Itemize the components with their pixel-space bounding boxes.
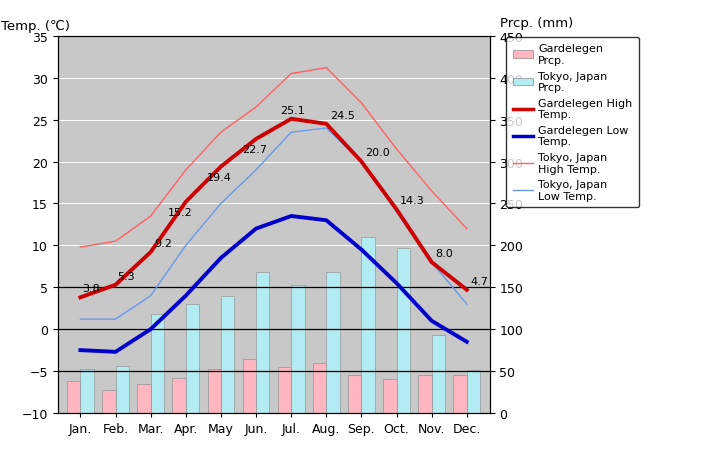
Bar <box>256 273 269 413</box>
Text: 15.2: 15.2 <box>168 207 193 218</box>
Bar <box>115 366 129 413</box>
Bar <box>467 370 480 413</box>
Bar <box>313 363 326 413</box>
Text: 14.3: 14.3 <box>400 196 425 206</box>
Text: 20.0: 20.0 <box>365 148 390 158</box>
Bar <box>173 378 186 413</box>
Bar <box>67 381 81 413</box>
Bar <box>361 237 374 413</box>
Bar <box>102 390 115 413</box>
Bar <box>454 375 467 413</box>
Bar <box>207 369 221 413</box>
Text: 24.5: 24.5 <box>330 110 355 120</box>
Bar <box>81 369 94 413</box>
Text: 4.7: 4.7 <box>470 276 488 286</box>
Text: 22.7: 22.7 <box>242 145 267 155</box>
Bar <box>326 273 340 413</box>
Bar <box>243 359 256 413</box>
Bar <box>186 304 199 413</box>
Bar <box>418 375 432 413</box>
Bar <box>432 336 445 413</box>
Bar <box>150 314 164 413</box>
Bar <box>278 367 291 413</box>
Text: Temp. (℃): Temp. (℃) <box>1 20 71 33</box>
Bar <box>221 296 234 413</box>
Bar <box>383 380 397 413</box>
Text: Prcp. (mm): Prcp. (mm) <box>500 17 574 30</box>
Text: 3.8: 3.8 <box>82 284 100 293</box>
Text: 5.3: 5.3 <box>117 271 135 281</box>
Bar <box>138 384 150 413</box>
Bar <box>397 248 410 413</box>
Text: 19.4: 19.4 <box>207 172 232 182</box>
Legend: Gardelegen
Prcp., Tokyo, Japan
Prcp., Gardelegen High
Temp., Gardelegen Low
Temp: Gardelegen Prcp., Tokyo, Japan Prcp., Ga… <box>506 38 639 208</box>
Text: 9.2: 9.2 <box>154 238 172 248</box>
Bar <box>348 375 361 413</box>
Bar <box>291 285 305 413</box>
Text: 8.0: 8.0 <box>435 248 453 258</box>
Text: 25.1: 25.1 <box>281 106 305 115</box>
